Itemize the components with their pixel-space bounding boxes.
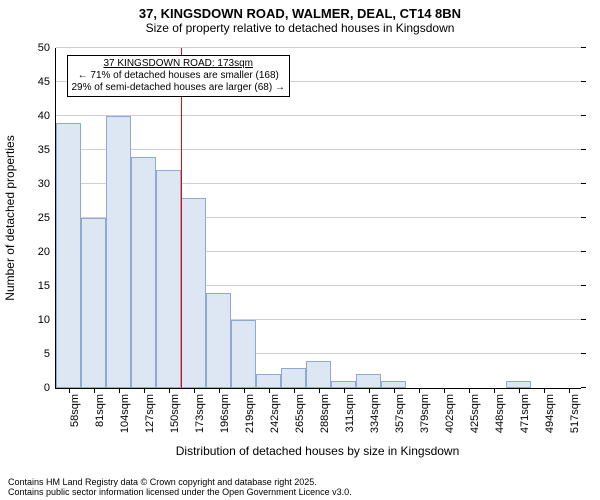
x-tick-label: 288sqm xyxy=(315,394,331,433)
footer-credits: Contains HM Land Registry data © Crown c… xyxy=(0,478,352,498)
grid-line xyxy=(56,47,581,48)
x-tick-label: 196sqm xyxy=(215,394,231,433)
bar xyxy=(56,123,81,388)
x-tick-label: 81sqm xyxy=(90,394,106,427)
bar xyxy=(506,381,531,388)
x-axis-label: Distribution of detached houses by size … xyxy=(55,444,580,458)
bar xyxy=(156,170,181,388)
bar xyxy=(206,293,231,388)
annotation-box: 37 KINGSDOWN ROAD: 173sqm← 71% of detach… xyxy=(67,55,290,97)
x-tick-label: 58sqm xyxy=(65,394,81,427)
x-tick-label: 127sqm xyxy=(140,394,156,433)
x-tick-label: 402sqm xyxy=(440,394,456,433)
bar xyxy=(106,116,131,388)
bar xyxy=(256,374,281,388)
x-tick-label: 219sqm xyxy=(240,394,256,433)
bar xyxy=(306,361,331,388)
x-tick-label: 379sqm xyxy=(415,394,431,433)
x-tick-label: 150sqm xyxy=(165,394,181,433)
x-tick-label: 448sqm xyxy=(490,394,506,433)
chart-subtitle: Size of property relative to detached ho… xyxy=(0,21,600,39)
x-tick-label: 494sqm xyxy=(540,394,556,433)
grid-line xyxy=(56,115,581,116)
x-tick-label: 104sqm xyxy=(115,394,131,433)
bar xyxy=(356,374,381,388)
x-tick-label: 334sqm xyxy=(365,394,381,433)
y-tick-label: 35 xyxy=(38,144,56,156)
bar xyxy=(231,320,256,388)
plot-area: 0510152025303540455058sqm81sqm104sqm127s… xyxy=(55,48,581,389)
chart-container: 37, KINGSDOWN ROAD, WALMER, DEAL, CT14 8… xyxy=(0,0,600,500)
y-tick-label: 50 xyxy=(38,42,56,54)
bar xyxy=(331,381,356,388)
annotation-line-2: 29% of semi-detached houses are larger (… xyxy=(72,82,285,94)
x-tick-label: 173sqm xyxy=(190,394,206,433)
reference-line xyxy=(181,48,182,388)
y-tick-label: 25 xyxy=(38,212,56,224)
y-axis-label: Number of detached properties xyxy=(3,135,17,300)
x-tick-label: 242sqm xyxy=(265,394,281,433)
x-tick-label: 265sqm xyxy=(290,394,306,433)
footer-line-2: Contains public sector information licen… xyxy=(8,488,352,498)
chart-title: 37, KINGSDOWN ROAD, WALMER, DEAL, CT14 8… xyxy=(0,0,600,21)
y-tick-label: 45 xyxy=(38,76,56,88)
y-tick-label: 30 xyxy=(38,178,56,190)
bar xyxy=(381,381,406,388)
x-tick-label: 311sqm xyxy=(340,394,356,432)
y-tick-label: 5 xyxy=(44,348,56,360)
annotation-line-1: ← 71% of detached houses are smaller (16… xyxy=(72,70,285,82)
y-tick-label: 0 xyxy=(44,382,56,394)
bar xyxy=(181,198,206,388)
bar xyxy=(131,157,156,388)
bar xyxy=(81,218,106,388)
x-tick-label: 425sqm xyxy=(465,394,481,433)
x-tick-label: 357sqm xyxy=(390,394,406,433)
bar xyxy=(281,368,306,388)
y-tick-label: 20 xyxy=(38,246,56,258)
x-tick-label: 471sqm xyxy=(515,394,531,433)
y-tick-label: 40 xyxy=(38,110,56,122)
y-tick-label: 10 xyxy=(38,314,56,326)
y-tick-label: 15 xyxy=(38,280,56,292)
x-tick-label: 517sqm xyxy=(565,394,581,433)
annotation-title: 37 KINGSDOWN ROAD: 173sqm xyxy=(72,58,285,70)
grid-line xyxy=(56,149,581,150)
